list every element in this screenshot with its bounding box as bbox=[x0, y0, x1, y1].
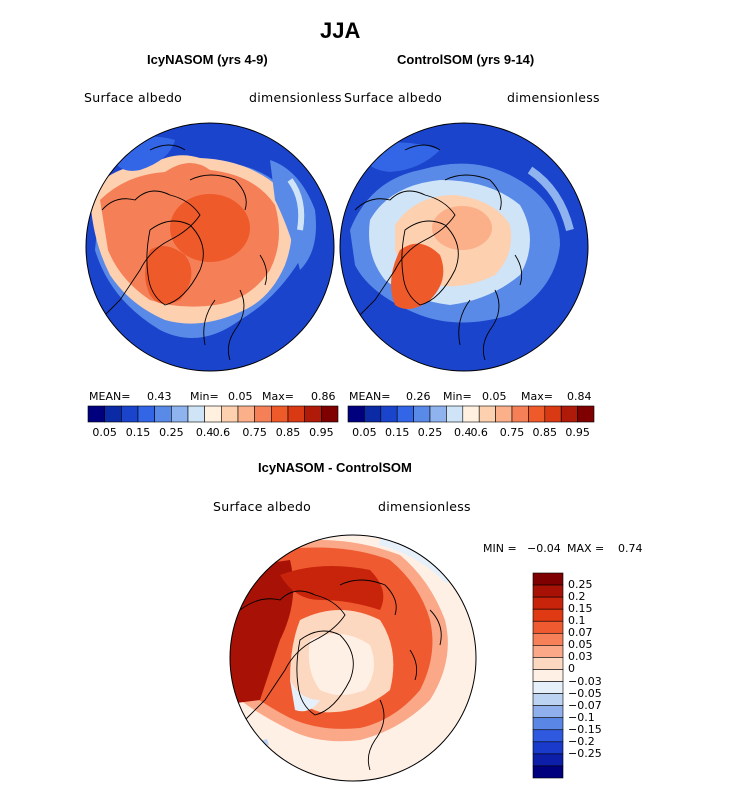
figure-title: JJA bbox=[320, 18, 361, 43]
panel1-min-value: 0.05 bbox=[228, 390, 253, 403]
panel3-colorbar-swatch bbox=[532, 657, 564, 670]
panel3-colorbar-swatch bbox=[532, 669, 564, 682]
panel1-colorbar-tick-label: 0.25 bbox=[159, 426, 184, 439]
panel3-colorbar-swatch bbox=[532, 632, 564, 646]
panel1-colorbar-swatch bbox=[321, 405, 339, 423]
panel2-title: ControlSOM (yrs 9-14) bbox=[397, 52, 535, 67]
panel3-colorbar-tick-label: −0.1 bbox=[568, 710, 595, 724]
panel1-mean-label: MEAN= bbox=[89, 390, 131, 403]
panel1-min-label: Min= bbox=[190, 390, 219, 403]
panel2-colorbar-tick-label: 0.85 bbox=[532, 426, 558, 439]
panel2-colorbar-tick-label: 0.6 bbox=[470, 426, 488, 439]
panel3-colorbar-tick-label: −0.15 bbox=[568, 722, 602, 736]
panel1-units-label: dimensionless bbox=[249, 90, 342, 105]
panel3-max-value: 0.74 bbox=[618, 542, 643, 555]
panel2-variable-label: Surface albedo bbox=[344, 90, 443, 105]
panel2-colorbar-tick-label: 0.4 bbox=[454, 426, 472, 439]
panel3-colorbar-swatch bbox=[532, 741, 564, 755]
panel3-colorbar-swatch bbox=[532, 608, 564, 622]
panel3-colorbar-swatch bbox=[532, 620, 564, 634]
panel3-colorbar-tick-label: 0.25 bbox=[568, 578, 593, 592]
panel3-units-label: dimensionless bbox=[378, 499, 471, 514]
panel3-title: IcyNASOM - ControlSOM bbox=[258, 460, 412, 475]
panel1-colorbar-tick-label: 0.4 bbox=[195, 426, 214, 439]
panel3-variable-label: Surface albedo bbox=[213, 499, 312, 514]
panel1-max-value: 0.86 bbox=[311, 390, 336, 403]
panel3-colorbar-swatch bbox=[532, 753, 564, 767]
panel3-min-value: −0.04 bbox=[527, 542, 561, 555]
panel2-max-value: 0.84 bbox=[567, 390, 592, 403]
panel3-max-label: MAX = bbox=[567, 542, 605, 555]
panel2-colorbar-tick-label: 0.95 bbox=[565, 426, 590, 439]
panel1-colorbar-tick-label: 0.6 bbox=[212, 426, 231, 439]
panel3-min-label: MIN = bbox=[483, 542, 517, 555]
panel2-max-label: Max= bbox=[521, 390, 553, 403]
panel3-colorbar-tick-label: −0.03 bbox=[568, 674, 602, 688]
panel1-colorbar bbox=[87, 405, 339, 423]
panel2-min-value: 0.05 bbox=[482, 390, 507, 403]
panel3-colorbar-tick-label: −0.07 bbox=[568, 698, 602, 712]
panel3-colorbar-tick-label: 0.03 bbox=[568, 650, 593, 664]
panel3-colorbar-tick-label: −0.05 bbox=[568, 686, 602, 700]
panel3-colorbar-swatch bbox=[532, 596, 564, 610]
panel1-colorbar-tick-label: 0.05 bbox=[92, 426, 117, 439]
panel2-colorbar-ticks: 0.05 0.15 0.25 0.4 0.6 0.75 0.85 0.95 bbox=[348, 426, 594, 440]
panel2-colorbar-tick-label: 0.25 bbox=[417, 426, 443, 439]
panel3-colorbar-swatch bbox=[532, 705, 564, 719]
panel3-colorbar-tick-label: −0.25 bbox=[568, 746, 602, 760]
panel3-colorbar-swatch bbox=[532, 572, 564, 586]
panel3-colorbar-tick-label: 0.15 bbox=[568, 602, 593, 616]
panel1-title: IcyNASOM (yrs 4-9) bbox=[147, 52, 268, 67]
panel3-colorbar-swatch bbox=[532, 765, 564, 779]
panel2-colorbar-tick-label: 0.15 bbox=[384, 426, 410, 439]
panel3-colorbar-tick-label: 0 bbox=[568, 662, 575, 676]
panel3-colorbar-ticks: 0.25 0.2 0.15 0.1 0.07 0.05 0.03 0 −0.03 −0.05 −0.… bbox=[568, 573, 628, 778]
panel3-colorbar-tick-label: −0.2 bbox=[568, 734, 595, 748]
panel1-colorbar-tick-label: 0.85 bbox=[275, 426, 301, 439]
panel2-colorbar-swatch bbox=[577, 405, 595, 423]
panel1-colorbar-tick-label: 0.75 bbox=[242, 426, 267, 439]
panel3-colorbar-tick-label: 0.07 bbox=[568, 626, 593, 640]
panel2-mean-value: 0.26 bbox=[406, 390, 431, 403]
panel3-colorbar-tick-label: 0.2 bbox=[568, 590, 586, 604]
panel3-colorbar bbox=[532, 572, 564, 779]
panel3-colorbar-tick-label: 0.1 bbox=[568, 614, 586, 628]
panel1-colorbar-tick-label: 0.95 bbox=[309, 426, 334, 439]
panel3-colorbar-tick-label: 0.05 bbox=[568, 638, 593, 652]
panel3-colorbar-swatch bbox=[532, 584, 564, 598]
panel1-colorbar-ticks: 0.05 0.15 0.25 0.4 0.6 0.75 0.85 0.95 bbox=[88, 426, 338, 440]
panel2-colorbar bbox=[347, 405, 595, 423]
panel1-max-label: Max= bbox=[262, 390, 294, 403]
panel2-mean-label: MEAN= bbox=[349, 390, 391, 403]
panel1-variable-label: Surface albedo bbox=[84, 90, 183, 105]
panel3-colorbar-swatch bbox=[532, 693, 564, 706]
panel2-colorbar-tick-label: 0.05 bbox=[352, 426, 377, 439]
panel1-mean-value: 0.43 bbox=[147, 390, 172, 403]
panel2-units-label: dimensionless bbox=[507, 90, 600, 105]
panel3-colorbar-swatch bbox=[532, 681, 564, 694]
panel3-colorbar-swatch bbox=[532, 729, 564, 743]
panel2-colorbar-tick-label: 0.75 bbox=[499, 426, 525, 439]
panel3-colorbar-swatch bbox=[532, 645, 564, 658]
panel1-colorbar-tick-label: 0.15 bbox=[125, 426, 151, 439]
panel2-min-label: Min= bbox=[443, 390, 472, 403]
panel3-colorbar-swatch bbox=[532, 717, 564, 731]
